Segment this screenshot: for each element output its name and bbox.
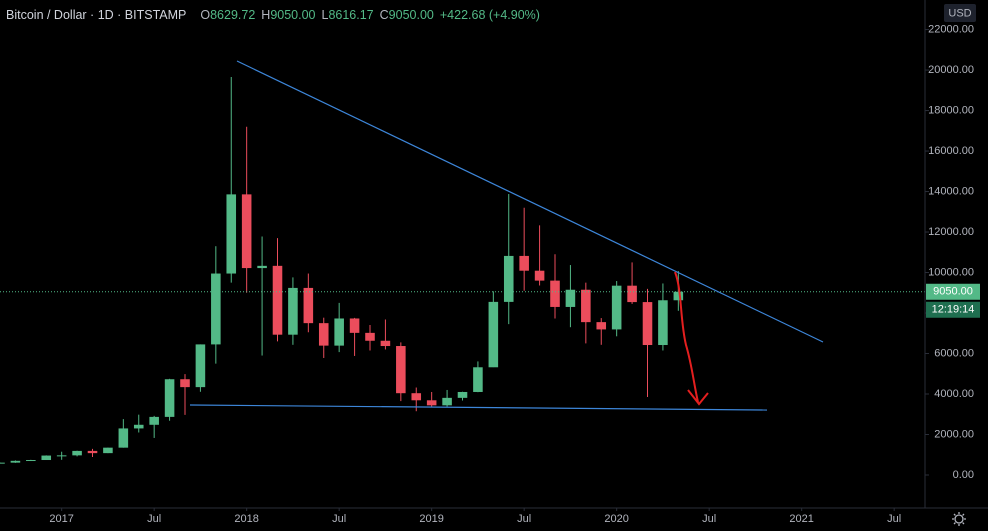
ohlc-key: C — [380, 8, 389, 22]
x-tick-label: Jul — [702, 513, 716, 525]
x-tick-label: 2021 — [789, 513, 813, 525]
candle-body — [211, 273, 221, 345]
trend-line-upper — [236, 60, 824, 343]
x-tick-label: Jul — [887, 513, 901, 525]
candle-body — [658, 300, 668, 346]
candle-body — [164, 379, 175, 417]
x-tick-label: 2020 — [604, 513, 628, 525]
candle-body — [226, 194, 237, 274]
x-tick-label: Jul — [517, 513, 531, 525]
ohlc-value: 8629.72 — [210, 8, 255, 22]
candle-body — [26, 460, 36, 462]
x-tick-label: 2017 — [49, 513, 73, 525]
candle-body — [87, 450, 98, 454]
candle-body — [72, 450, 82, 456]
candle-body — [611, 285, 622, 330]
candle-body — [10, 460, 21, 463]
y-tick-label: 14000.00 — [928, 185, 974, 197]
x-tick-label: Jul — [332, 513, 346, 525]
header: Bitcoin / Dollar · 1D · BITSTAMP O8629.72… — [6, 8, 540, 22]
candle-body — [41, 455, 52, 461]
x-tick-label: Jul — [147, 513, 161, 525]
x-tick-label: 2018 — [234, 513, 258, 525]
candle-body — [673, 291, 684, 301]
candle-body — [349, 318, 360, 333]
candle-body — [180, 379, 190, 388]
price-axis — [925, 0, 988, 531]
candle-body — [627, 285, 637, 303]
candle-body — [334, 318, 344, 346]
candle-body — [257, 265, 267, 269]
arrow-head — [687, 389, 709, 406]
candle-body — [457, 391, 468, 398]
candle-body — [550, 280, 560, 307]
y-tick-label: 22000.00 — [928, 23, 974, 35]
y-tick-label: 6000.00 — [934, 347, 974, 359]
x-tick-label: 2019 — [419, 513, 443, 525]
candle-body — [133, 424, 144, 429]
candle-body — [303, 287, 314, 324]
y-tick-label: 12000.00 — [928, 226, 974, 238]
currency-label: USD — [948, 7, 971, 19]
candle-body — [534, 270, 545, 281]
candle-body — [118, 428, 129, 448]
candle-body — [503, 255, 514, 302]
countdown-badge — [926, 301, 980, 318]
candle-body — [442, 397, 452, 406]
ohlc-key: L — [322, 8, 329, 22]
candle-body — [288, 287, 298, 335]
symbol: Bitcoin / Dollar · 1D · BITSTAMP — [6, 8, 186, 22]
candle-body — [396, 346, 406, 394]
candle-body — [241, 194, 252, 269]
ohlc-value: 9050.00 — [389, 8, 434, 22]
axes: 0.002000.004000.006000.008000.0010000.00… — [49, 23, 980, 525]
candle-body — [0, 462, 5, 464]
ohlc-key: H — [261, 8, 270, 22]
settings-icon[interactable] — [952, 512, 966, 526]
trend-line-lower — [189, 404, 768, 411]
y-tick-label: 16000.00 — [928, 145, 974, 157]
y-tick-label: 20000.00 — [928, 64, 974, 76]
y-tick-label: 18000.00 — [928, 104, 974, 116]
candle-body — [56, 455, 67, 457]
candle-body — [519, 255, 529, 271]
last-price-label: 9050.00 — [933, 286, 973, 298]
arrow-path — [674, 271, 699, 403]
candle-body — [581, 289, 591, 323]
candle-body — [195, 344, 206, 388]
candle-body — [426, 400, 437, 406]
candle-body — [488, 301, 499, 368]
ohlc-key: O — [200, 8, 210, 22]
candle-body — [411, 393, 422, 401]
candle-body — [365, 332, 375, 341]
countdown-label: 12:19:14 — [932, 304, 975, 316]
candle-body — [149, 416, 159, 425]
ohlc-value: 9050.00 — [270, 8, 315, 22]
candle-body — [596, 322, 607, 330]
candle-body — [473, 367, 483, 392]
y-tick-label: 4000.00 — [934, 388, 974, 400]
y-tick-label: 0.00 — [953, 469, 974, 481]
candle-body — [642, 302, 653, 346]
last-price-badge — [926, 283, 980, 300]
plot-area — [0, 76, 925, 464]
candle-body — [565, 289, 576, 307]
candle-body — [103, 447, 113, 454]
y-tick-label: 10000.00 — [928, 266, 974, 278]
y-tick-label: 2000.00 — [934, 428, 974, 440]
change: +422.68 (+4.90%) — [440, 8, 540, 22]
ohlc-value: 8616.17 — [328, 8, 373, 22]
candle-body — [272, 265, 283, 335]
candle-body — [318, 323, 329, 346]
header-line: Bitcoin / Dollar · 1D · BITSTAMP O8629.72… — [6, 8, 540, 22]
currency-badge — [944, 4, 976, 22]
candle-body — [380, 340, 391, 347]
